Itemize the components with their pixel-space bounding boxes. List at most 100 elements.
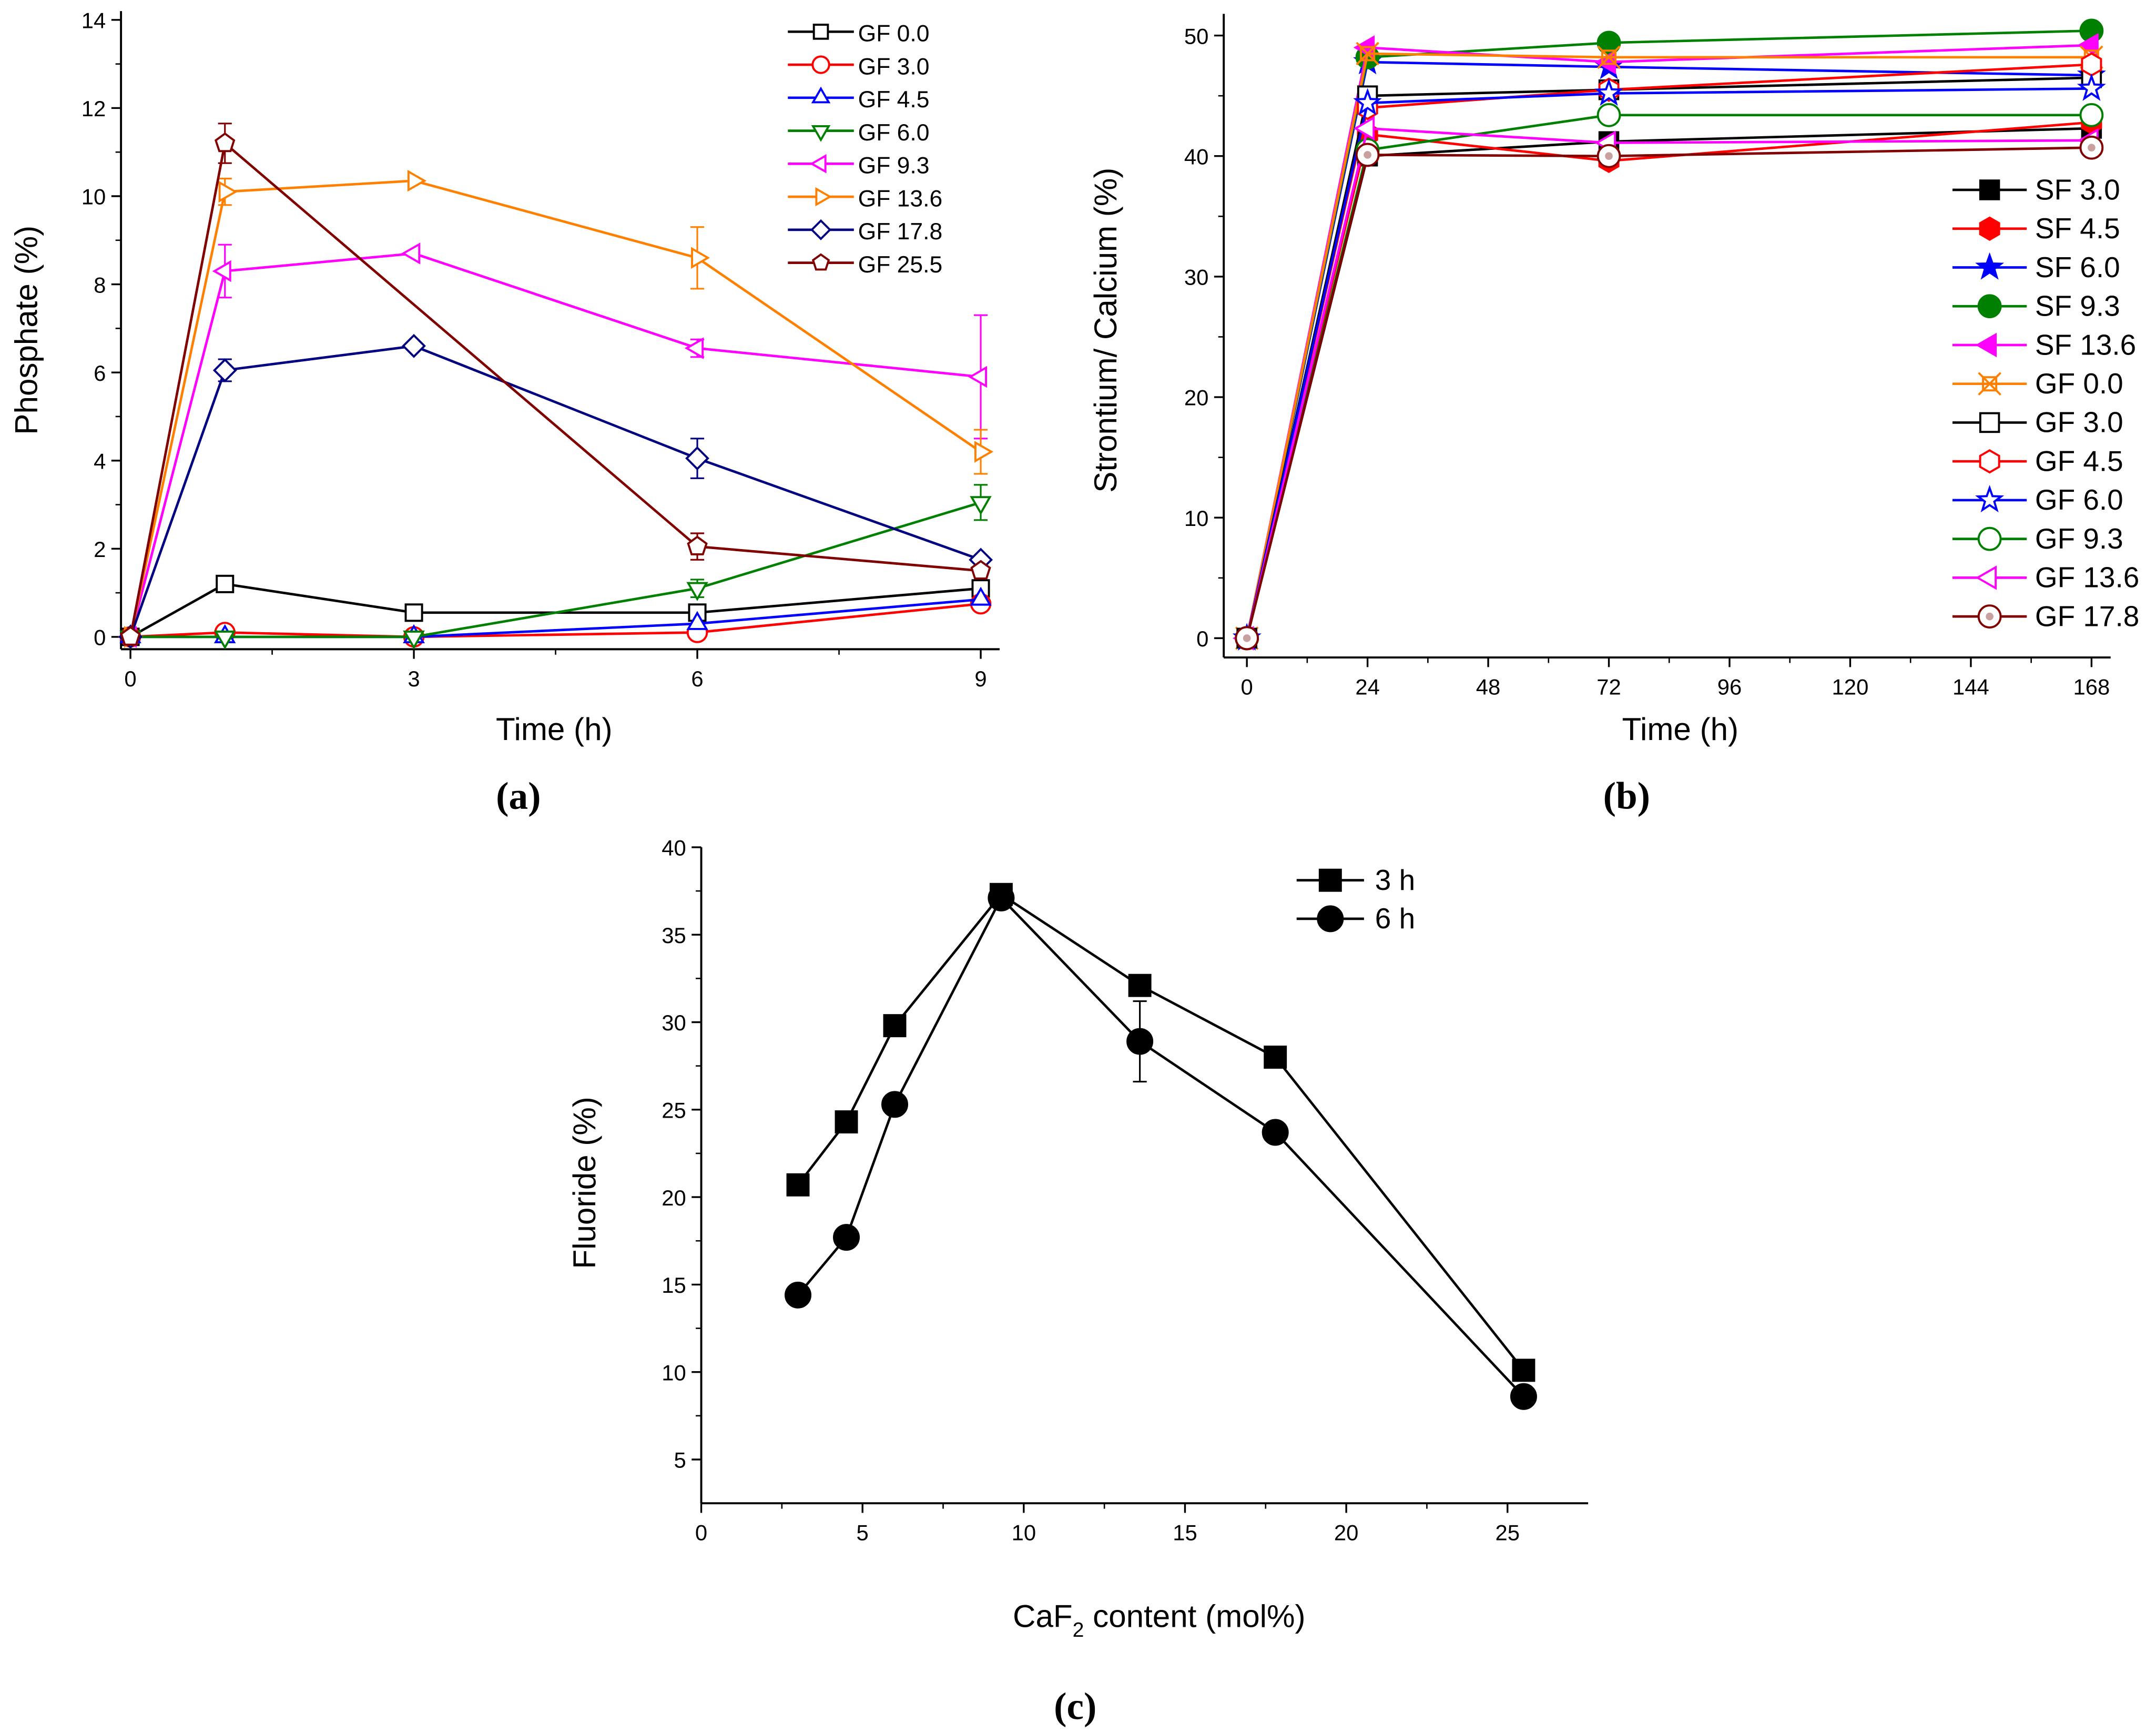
marker-x bbox=[1978, 372, 2001, 396]
legend-label: GF 9.3 bbox=[858, 153, 930, 179]
y-tick-label: 15 bbox=[662, 1273, 686, 1298]
series-line bbox=[1245, 127, 2092, 639]
legend-label: GF 0.0 bbox=[858, 21, 930, 47]
marker-pentagon bbox=[120, 626, 141, 646]
y-tick-label: 8 bbox=[94, 272, 106, 297]
chart-b-strontium-calcium: 0 24 48 72 96 120 144 168 0 10 20 30 40 50 SF 3.0 SF 4.… bbox=[1184, 14, 2139, 700]
chart-a-panel-label: (a) bbox=[496, 775, 541, 817]
marker-dot bbox=[1605, 152, 1613, 160]
y-tick-label: 0 bbox=[94, 625, 106, 650]
marker-tri-left bbox=[212, 260, 231, 282]
legend-item: GF 17.8 bbox=[788, 219, 942, 245]
marker-star bbox=[1975, 485, 2005, 513]
marker-pentagon bbox=[970, 560, 991, 580]
marker-hexagon bbox=[1979, 216, 2000, 241]
x-tick-label: 10 bbox=[1012, 1521, 1036, 1545]
legend-item: GF 9.3 bbox=[788, 153, 929, 179]
series-gf-9-3 bbox=[1235, 103, 2104, 651]
series-gf-9-3 bbox=[118, 242, 988, 648]
marker-circle bbox=[1977, 526, 2002, 551]
legend-label: GF 17.8 bbox=[2035, 600, 2139, 632]
chart-b-xlabel: Time (h) bbox=[1622, 712, 1738, 747]
y-tick-label: 10 bbox=[1184, 506, 1209, 531]
marker-star bbox=[2077, 73, 2106, 101]
legend-label: GF 0.0 bbox=[2035, 367, 2123, 400]
series-line bbox=[129, 179, 982, 637]
legend-item: GF 0.0 bbox=[788, 21, 929, 47]
marker-tri-down bbox=[686, 582, 708, 601]
y-tick-label: 20 bbox=[662, 1185, 686, 1210]
y-tick-label: 2 bbox=[94, 537, 106, 562]
marker-circle bbox=[2079, 103, 2104, 127]
chart-b-ylabel: Strontium/ Calcium (%) bbox=[1088, 168, 1123, 493]
marker-dot bbox=[1364, 151, 1371, 159]
marker-circle bbox=[1317, 905, 1344, 933]
marker-star bbox=[1975, 252, 2005, 280]
legend-item: SF 3.0 bbox=[1952, 173, 2120, 206]
legend-item: GF 9.3 bbox=[1952, 522, 2123, 555]
marker-diamond bbox=[402, 333, 426, 358]
chart-b-panel-label: (b) bbox=[1603, 775, 1650, 817]
legend-item: 6 h bbox=[1296, 902, 1415, 935]
series-6-h bbox=[785, 884, 1537, 1410]
marker-pentagon bbox=[687, 535, 708, 555]
series-line bbox=[797, 896, 1525, 1397]
marker-tri-right bbox=[815, 187, 832, 207]
legend-item: SF 9.3 bbox=[1952, 290, 2120, 322]
chart-c-ylabel: Fluoride (%) bbox=[567, 1097, 602, 1269]
chart-a-xlabel: Time (h) bbox=[496, 712, 613, 747]
y-tick-label: 6 bbox=[94, 361, 106, 386]
marker-star bbox=[1353, 88, 1382, 116]
x-tick-label: 6 bbox=[691, 666, 703, 691]
legend-label: GF 4.5 bbox=[2035, 444, 2123, 477]
marker-dot bbox=[1986, 612, 1994, 621]
marker-tri-right bbox=[218, 180, 238, 203]
legend-item: GF 6.0 bbox=[1952, 483, 2123, 516]
legend-item: GF 17.8 bbox=[1952, 600, 2139, 632]
legend-item: GF 25.5 bbox=[788, 252, 942, 278]
legend-label: GF 6.0 bbox=[2035, 483, 2123, 516]
series-line bbox=[1245, 146, 2092, 639]
series-line bbox=[130, 598, 981, 639]
marker-circle bbox=[1596, 31, 1621, 55]
legend-label: 3 h bbox=[1375, 864, 1415, 896]
x-tick-label: 96 bbox=[1717, 675, 1742, 700]
marker-dot bbox=[2088, 144, 2096, 152]
marker-tri-up bbox=[686, 611, 708, 630]
x-tick-label: 3 bbox=[408, 666, 420, 691]
marker-pentagon bbox=[811, 253, 830, 271]
marker-tri-left bbox=[401, 242, 421, 265]
y-tick-label: 14 bbox=[82, 8, 106, 33]
marker-x bbox=[1356, 42, 1379, 66]
x-tick-label: 24 bbox=[1355, 675, 1380, 700]
y-tick-label: 10 bbox=[82, 185, 106, 209]
marker-x bbox=[1597, 45, 1621, 69]
legend-item: GF 3.0 bbox=[1952, 406, 2123, 439]
chart-c-panel-label: (c) bbox=[1054, 1685, 1096, 1728]
x-tick-label: 5 bbox=[857, 1521, 869, 1545]
legend-item: GF 3.0 bbox=[788, 54, 929, 79]
marker-hexagon bbox=[2081, 52, 2102, 77]
x-tick-label: 72 bbox=[1596, 675, 1621, 700]
series-gf-17-8 bbox=[1235, 135, 2104, 651]
legend-label: GF 6.0 bbox=[858, 120, 930, 146]
marker-tri-left bbox=[1353, 116, 1375, 141]
marker-hexagon bbox=[1979, 449, 2000, 474]
marker-xbox bbox=[1982, 376, 1998, 392]
marker-star bbox=[1594, 78, 1624, 106]
x-tick-label: 25 bbox=[1496, 1521, 1520, 1545]
series-3-h bbox=[786, 883, 1535, 1382]
legend-item: SF 13.6 bbox=[1952, 328, 2136, 361]
marker-circle bbox=[833, 1224, 860, 1251]
series-line bbox=[129, 252, 981, 637]
marker-square bbox=[404, 603, 423, 622]
marker-tri-right bbox=[974, 441, 994, 463]
marker-diamond bbox=[810, 219, 832, 240]
legend-label: SF 6.0 bbox=[2035, 251, 2120, 283]
marker-tri-right bbox=[691, 247, 710, 269]
legend-label: GF 13.6 bbox=[2035, 561, 2139, 594]
series-line bbox=[1245, 87, 2092, 639]
marker-diamond bbox=[685, 446, 709, 471]
legend-label: GF 13.6 bbox=[858, 186, 943, 211]
marker-tri-up bbox=[970, 586, 992, 606]
